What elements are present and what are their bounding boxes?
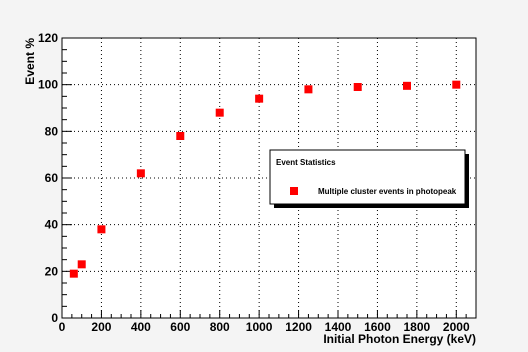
- x-tick-label: 800: [210, 320, 230, 334]
- y-tick-label: 120: [38, 31, 58, 45]
- y-tick-label: 100: [38, 78, 58, 92]
- x-tick-label: 1200: [285, 320, 312, 334]
- x-axis: 0 200 400 600 800 1000 1200 1400 1600 1800 2000: [59, 310, 477, 334]
- x-tick-label: 1600: [364, 320, 391, 334]
- y-tick-label: 60: [45, 171, 59, 185]
- data-point: [215, 108, 224, 117]
- data-point: [452, 80, 461, 89]
- y-tick-label: 80: [45, 124, 59, 138]
- data-point: [255, 94, 264, 103]
- legend-marker: [290, 187, 298, 195]
- x-tick-label: 1400: [325, 320, 352, 334]
- x-tick-label: 1000: [246, 320, 273, 334]
- data-point: [304, 85, 313, 94]
- x-tick-label: 200: [91, 320, 111, 334]
- data-point: [136, 169, 145, 178]
- data-point: [77, 260, 86, 269]
- y-axis: 0 20 40 60 80 100 120: [38, 31, 72, 325]
- legend-entry: Multiple cluster events in photopeak: [318, 187, 457, 196]
- data-point: [97, 225, 106, 234]
- y-tick-label: 20: [45, 264, 59, 278]
- data-point: [353, 83, 362, 91]
- y-tick-label: 40: [45, 218, 59, 232]
- x-tick-label: 0: [59, 320, 66, 334]
- x-tick-label: 2000: [443, 320, 470, 334]
- data-point: [69, 269, 78, 278]
- legend: Event Statistics Multiple cluster events…: [269, 149, 469, 208]
- y-axis-title: Event %: [23, 38, 37, 85]
- x-tick-label: 600: [170, 320, 190, 334]
- x-tick-label: 400: [131, 320, 151, 334]
- y-tick-label: 0: [51, 311, 58, 325]
- x-tick-label: 1800: [404, 320, 431, 334]
- legend-box: [269, 149, 466, 205]
- data-point: [176, 132, 185, 140]
- x-axis-title: Initial Photon Energy (keV): [323, 332, 476, 346]
- data-points: [69, 80, 461, 278]
- data-point: [403, 81, 411, 90]
- legend-title: Event Statistics: [276, 158, 336, 167]
